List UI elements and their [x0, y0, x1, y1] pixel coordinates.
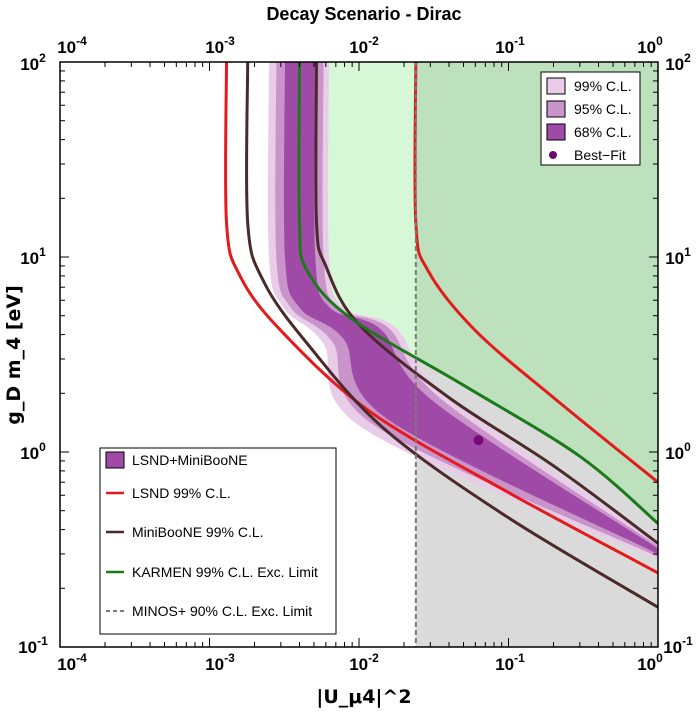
legend-label-99: 99% C.L. [574, 78, 632, 94]
y-tick-label: 100 [20, 440, 46, 463]
legend-experiments: LSND+MiniBooNE LSND 99% C.L. MiniBooNE 9… [99, 447, 337, 635]
legend-bestfit-marker [549, 151, 557, 159]
x-top-tick-label: 100 [637, 34, 663, 57]
x-tick-label: 10-1 [495, 651, 525, 674]
karmen-minos-excluded-region [415, 62, 658, 524]
x-tick-label: 10-3 [205, 651, 235, 674]
y-tick-label: 10-1 [18, 634, 48, 657]
x-top-tick-label: 10-3 [205, 34, 235, 57]
y-tick-label: 101 [20, 245, 46, 268]
x-axis-top-labels: 10-4 10-3 10-2 10-1 100 [57, 34, 663, 57]
x-top-tick-label: 10-1 [495, 34, 525, 57]
legend-label-95: 95% C.L. [574, 101, 632, 117]
curves [224, 62, 658, 609]
legend-swatch-68 [546, 123, 566, 141]
legend-label-karmen: KARMEN 99% C.L. Exc. Limit [132, 564, 318, 580]
legend-confidence-levels: 99% C.L. 95% C.L. 68% C.L. Best−Fit [540, 71, 641, 166]
y-axis-left-labels: 10-1 100 101 102 [18, 51, 48, 657]
y-axis-title: g_D m_4 [eV] [3, 285, 25, 425]
x-top-tick-label: 10-2 [349, 34, 379, 57]
legend-label-68: 68% C.L. [574, 124, 632, 140]
legend-frame [99, 447, 337, 635]
legend-swatch-lsnd-miniboone [105, 451, 125, 469]
chart-title: Decay Scenario - Dirac [266, 4, 461, 24]
karmen-99-c-l-exc-limit-curve-0 [297, 62, 658, 525]
legend-label-minos: MINOS+ 90% C.L. Exc. Limit [132, 603, 312, 619]
legend-label-lsnd: LSND 99% C.L. [132, 485, 231, 501]
x-axis-bottom-labels: 10-4 10-3 10-2 10-1 100 [57, 651, 663, 674]
band-68cl [283, 62, 658, 554]
x-top-tick-label: 10-4 [57, 34, 87, 57]
legend-label-miniboone: MiniBooNE 99% C.L. [132, 524, 264, 540]
axis-ticks [59, 61, 659, 648]
y-right-tick-label: 100 [665, 440, 691, 463]
x-axis-title: |U_μ4|^2 [316, 686, 411, 708]
miniboone-99-c-l--curve-1 [314, 62, 658, 545]
best-fit-point [473, 435, 484, 446]
x-tick-label: 10-2 [349, 651, 379, 674]
y-tick-label: 102 [20, 51, 46, 74]
x-tick-label: 100 [637, 651, 663, 674]
miniboone-99-c-l--curve-0 [245, 62, 658, 609]
y-axis-right-labels: 10-1 100 101 102 [663, 51, 693, 657]
legend-label-bestfit: Best−Fit [574, 147, 626, 163]
legend-label-lsnd-miniboone: LSND+MiniBooNE [132, 452, 248, 468]
y-right-tick-label: 101 [665, 245, 691, 268]
legend-swatch-99 [546, 77, 566, 95]
lsnd-99-c-l--curve-0 [224, 62, 658, 575]
y-right-tick-label: 10-1 [663, 634, 693, 657]
x-tick-label: 10-4 [57, 651, 87, 674]
y-right-tick-label: 102 [665, 51, 691, 74]
legend-swatch-95 [546, 100, 566, 118]
